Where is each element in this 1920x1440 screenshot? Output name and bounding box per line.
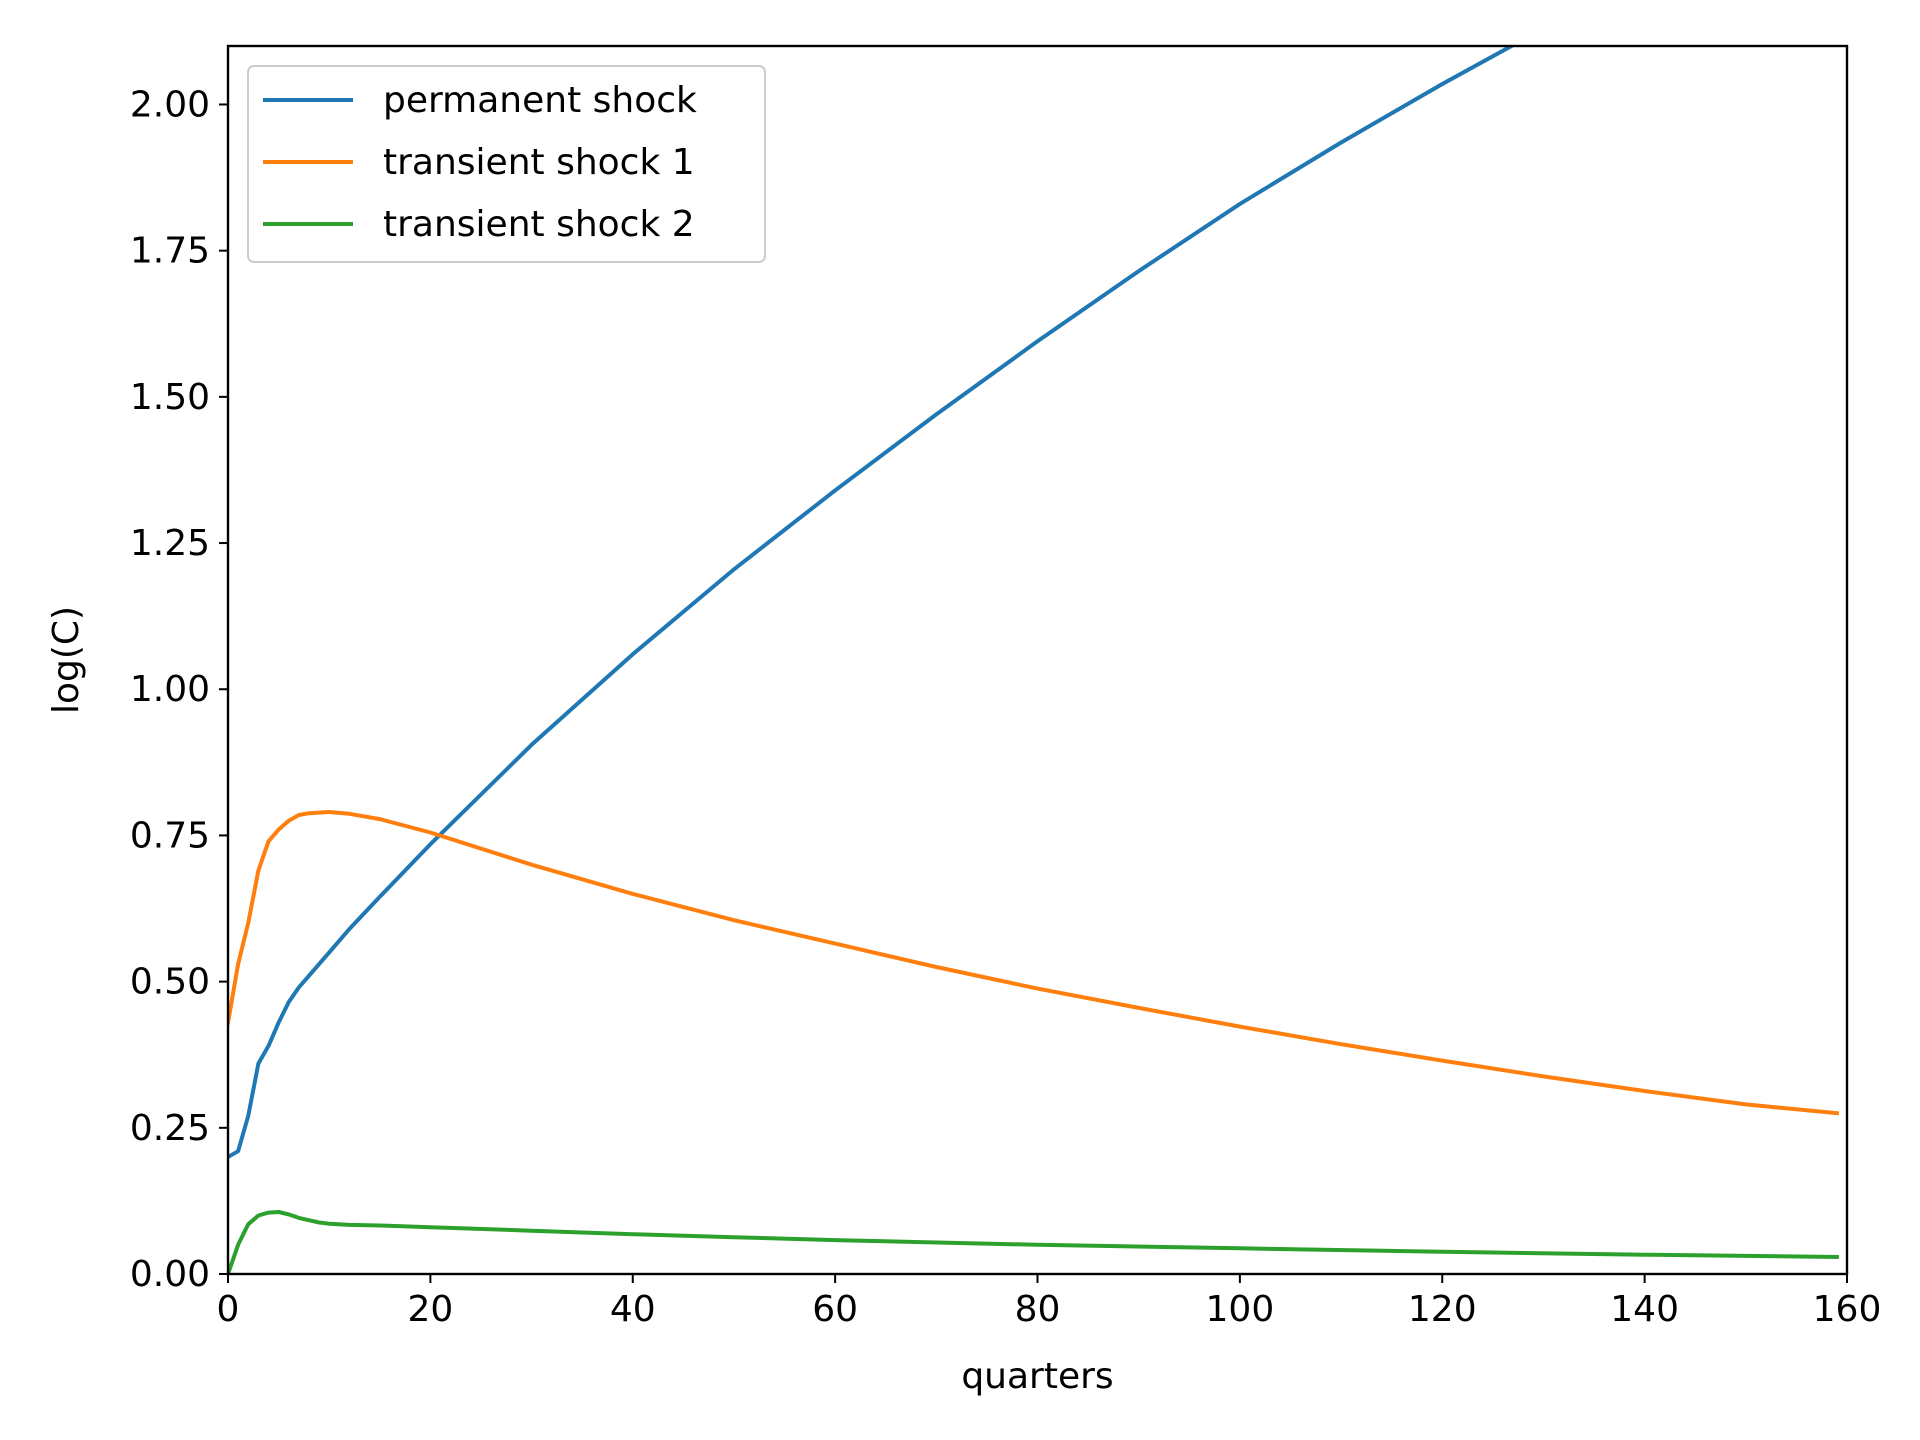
x-tick-label: 120 <box>1408 1289 1477 1330</box>
legend-label: transient shock 1 <box>383 142 695 183</box>
legend-label: transient shock 2 <box>383 204 695 245</box>
x-tick-label: 100 <box>1206 1289 1275 1330</box>
x-tick-label: 140 <box>1610 1289 1679 1330</box>
y-tick-label: 2.00 <box>130 84 210 125</box>
y-axis-title: log(C) <box>46 606 87 714</box>
series-group <box>228 46 1840 1274</box>
series-line-permanent-shock <box>228 46 1516 1160</box>
legend-label: permanent shock <box>383 80 697 121</box>
legend: permanent shock transient shock 1 transien… <box>247 65 766 263</box>
y-tick-label: 0.00 <box>130 1254 210 1295</box>
x-tick-label: 160 <box>1813 1289 1882 1330</box>
y-tick-label: 1.50 <box>130 377 210 418</box>
x-axis-title: quarters <box>961 1356 1113 1397</box>
y-tick-label: 1.75 <box>130 231 210 272</box>
y-tick-label: 0.25 <box>130 1108 210 1149</box>
y-tick-label: 0.75 <box>130 815 210 856</box>
y-axis: 0.00 0.25 0.50 0.75 1.00 1.25 1.50 1.75 2.00 <box>130 84 228 1295</box>
x-tick-label: 20 <box>407 1289 453 1330</box>
series-line-transient-shock-2 <box>228 1210 1839 1274</box>
x-axis: 0 20 40 60 80 100 120 140 160 <box>217 1274 1882 1330</box>
x-tick-label: 80 <box>1015 1289 1061 1330</box>
x-tick-label: 60 <box>812 1289 858 1330</box>
y-tick-label: 1.00 <box>130 669 210 710</box>
y-tick-label: 1.25 <box>130 523 210 564</box>
legend-box <box>247 65 766 263</box>
x-tick-label: 40 <box>610 1289 656 1330</box>
series-line-transient-shock-1 <box>228 810 1840 1116</box>
x-tick-label: 0 <box>217 1289 240 1330</box>
y-tick-label: 0.50 <box>130 962 210 1003</box>
